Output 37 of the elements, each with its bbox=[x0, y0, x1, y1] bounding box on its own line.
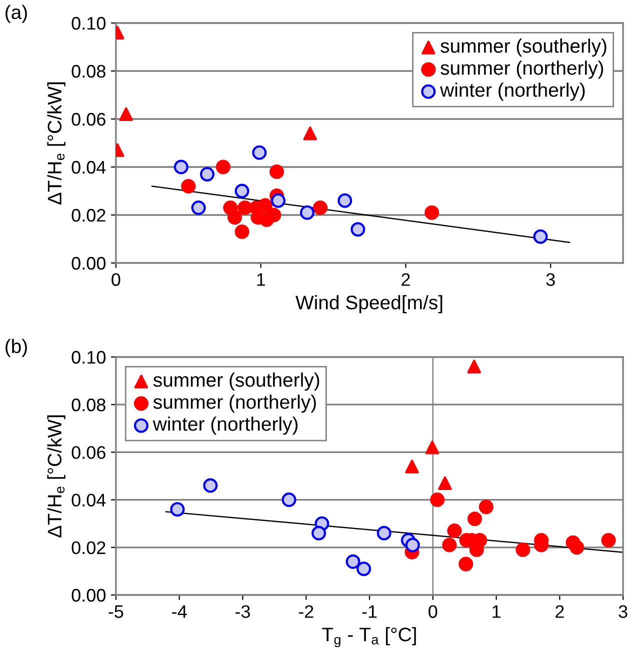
x-tick-label: -1 bbox=[362, 605, 377, 618]
y-tick-label: 0.04 bbox=[72, 160, 106, 174]
legend-label: winter (northerly) bbox=[152, 416, 298, 435]
y-tick-label: 0.00 bbox=[72, 588, 106, 602]
legend-label: summer (northerly) bbox=[153, 394, 316, 413]
x-axis-title: Wind Speed[m/s] bbox=[296, 295, 442, 314]
legend-label: summer (southerly) bbox=[440, 38, 606, 57]
y-tick-label: 0.00 bbox=[72, 256, 106, 270]
x-tick-label: 1 bbox=[492, 605, 500, 618]
legend-label: summer (northerly) bbox=[440, 60, 604, 79]
text: (a) bbox=[6, 4, 27, 23]
x-tick-label: 0 bbox=[428, 605, 438, 618]
y-axis-title: ΔT/H$_{e}$ [°C/kW] bbox=[47, 415, 66, 538]
y-tick-label: 0.10 bbox=[72, 16, 106, 30]
y-tick-label: 0.06 bbox=[72, 446, 106, 459]
y-tick-label: 0.08 bbox=[72, 64, 106, 78]
x-tick-label: -2 bbox=[298, 605, 314, 618]
x-tick-label: 2 bbox=[402, 273, 410, 286]
x-tick-label: 2 bbox=[556, 605, 564, 618]
x-tick-label: 3 bbox=[546, 273, 555, 286]
x-tick-label: 3 bbox=[618, 605, 628, 618]
y-tick-label: 0.04 bbox=[72, 494, 106, 507]
x-tick-label: -4 bbox=[172, 605, 187, 618]
text: (b) bbox=[6, 338, 27, 357]
x-tick-label: 0 bbox=[112, 273, 120, 286]
y-tick-label: 0.02 bbox=[72, 208, 106, 222]
legend-label: summer (southerly) bbox=[153, 372, 320, 391]
y-tick-label: 0.10 bbox=[72, 350, 106, 364]
y-tick-label: 0.08 bbox=[72, 398, 106, 412]
x-tick-label: 1 bbox=[257, 273, 265, 286]
legend-label: winter (northerly) bbox=[440, 82, 585, 101]
y-axis-title: ΔT/H$_{e}$ [°C/kW] bbox=[47, 82, 66, 205]
x-tick-label: -3 bbox=[235, 605, 250, 618]
y-tick-label: 0.06 bbox=[72, 112, 106, 126]
x-tick-label: -5 bbox=[108, 605, 124, 618]
x-axis-title: T$_{g}$ - T$_{a}$ [°C] bbox=[322, 627, 416, 648]
y-tick-label: 0.02 bbox=[72, 541, 106, 554]
